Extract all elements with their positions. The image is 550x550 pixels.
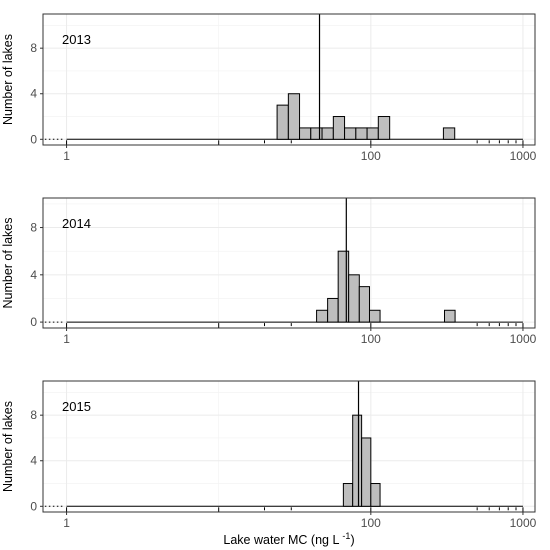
x-tick-label: 1 <box>63 516 70 530</box>
histogram-bar <box>299 127 312 140</box>
y-axis-title: Number of lakes <box>1 401 15 492</box>
y-tick-label: 8 <box>30 41 37 55</box>
histogram-bar <box>368 309 381 323</box>
histogram-bar <box>442 127 456 140</box>
panel-border <box>42 197 536 329</box>
panel-2014: 0 4 8 1 100 1000 2014 Number of lakes <box>1 197 537 346</box>
histogram-bar <box>352 414 363 507</box>
histogram-bar <box>316 309 329 323</box>
histogram-bar <box>321 127 334 140</box>
x-tick-label: 1 <box>63 149 70 163</box>
y-tick-label: 4 <box>30 454 37 468</box>
x-axis-title: Lake water MC (ng L -1) <box>223 531 354 547</box>
histogram-bar <box>310 127 323 140</box>
histogram-bar <box>287 93 301 140</box>
y-tick-label: 0 <box>30 315 37 329</box>
histogram-bar <box>377 116 391 140</box>
y-tick-label: 8 <box>30 221 37 235</box>
x-tick-label: 1 <box>63 332 70 346</box>
histogram-bar <box>366 127 379 140</box>
panel-border <box>42 13 536 146</box>
histogram-bar <box>348 274 360 323</box>
y-axis-title: Number of lakes <box>1 34 15 125</box>
panel-year-label: 2015 <box>62 399 91 414</box>
y-tick-label: 4 <box>30 87 37 101</box>
histogram-bar <box>370 483 381 507</box>
histogram-bar <box>332 116 346 140</box>
panel-year-label: 2014 <box>62 216 91 231</box>
panel-background <box>43 381 535 512</box>
histogram-bar <box>361 437 372 507</box>
histogram-bar <box>355 127 368 140</box>
histogram-bar <box>342 483 354 507</box>
x-tick-label: 100 <box>361 332 381 346</box>
y-tick-label: 4 <box>30 268 37 282</box>
x-tick-label: 100 <box>361 516 381 530</box>
y-tick-label: 0 <box>30 499 37 513</box>
histogram-bar <box>337 250 350 323</box>
x-tick-label: 1000 <box>510 516 537 530</box>
panel-2013: 0 4 8 1 100 1000 2013 Number of lakes <box>1 13 537 163</box>
panel-2015: 0 4 8 1 100 1000 2015 Number of lakes <box>1 380 537 530</box>
panel-background <box>43 198 535 328</box>
x-tick-label: 100 <box>361 149 381 163</box>
histogram-bar <box>327 297 339 323</box>
panel-year-label: 2013 <box>62 32 91 47</box>
x-tick-label: 1000 <box>510 332 537 346</box>
y-tick-label: 0 <box>30 132 37 146</box>
histogram-bar <box>276 104 289 140</box>
x-tick-label: 1000 <box>510 149 537 163</box>
histogram-bar <box>358 286 370 323</box>
histogram-bar <box>344 127 357 140</box>
y-axis-title: Number of lakes <box>1 217 15 308</box>
y-tick-label: 8 <box>30 408 37 422</box>
panel-border <box>42 380 536 513</box>
histogram-bar <box>444 309 456 323</box>
